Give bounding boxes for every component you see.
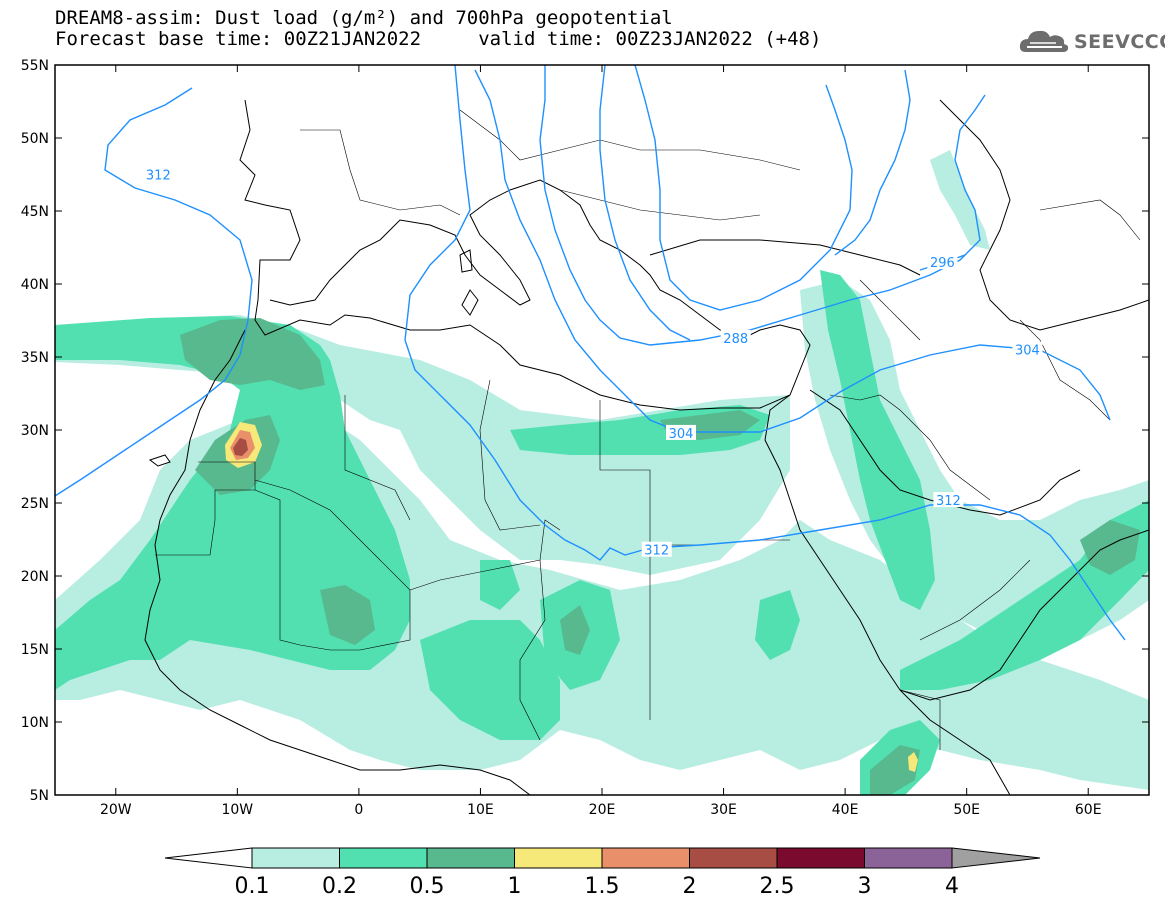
colorbar-under-arrow	[164, 847, 253, 869]
contour-label: 288	[723, 332, 748, 347]
lat-tick-label: 20N	[21, 569, 49, 585]
colorbar-label: 2	[683, 874, 697, 899]
colorbar-label: 0.5	[410, 874, 445, 899]
longitude-axis: 20W 10W 0 10E 20E 30E 40E 50E 60E	[100, 65, 1102, 818]
contour-labels: 312 304 312 312 304 288 296	[143, 166, 1043, 559]
contour-label: 312	[936, 494, 961, 509]
lat-tick-label: 35N	[21, 350, 49, 366]
colorbar-label: 2.5	[760, 874, 795, 899]
lon-tick-label: 60E	[1075, 802, 1102, 818]
lon-tick-label: 20W	[100, 802, 132, 818]
contour-label: 296	[930, 256, 955, 271]
lon-tick-label: 10W	[221, 802, 253, 818]
lon-tick-label: 0	[354, 802, 363, 818]
logo-text: SEEVCCC	[1074, 31, 1165, 53]
contour-label-bg	[641, 541, 672, 557]
seevccc-logo: SEEVCCC	[1018, 26, 1165, 58]
contour-label-bg	[927, 254, 958, 270]
cloud-logo-icon	[1019, 30, 1069, 52]
contour-label: 312	[644, 544, 669, 559]
contour-label: 312	[146, 169, 171, 184]
colorbar-label: 1	[508, 874, 522, 899]
colorbar-bin	[514, 847, 603, 869]
lat-tick-label: 10N	[21, 715, 49, 731]
colorbar-bin	[426, 847, 515, 869]
contour-label-bg	[666, 424, 697, 440]
colorbar-label: 1.5	[585, 874, 620, 899]
colorbar-label: 0.1	[235, 874, 270, 899]
lon-tick-label: 10E	[467, 802, 494, 818]
colorbar-bin	[601, 847, 690, 869]
lat-tick-label: 50N	[21, 131, 49, 147]
lat-tick-label: 45N	[21, 204, 49, 220]
dust-max-brown	[233, 438, 248, 456]
colorbar-label: 4	[945, 874, 959, 899]
forecast-time-subtitle: Forecast base time: 00Z21JAN2022 valid t…	[55, 28, 822, 50]
colorbar: 0.1 0.2 0.5 1 1.5 2 2.5 3 4	[164, 847, 1041, 899]
lat-tick-label: 15N	[21, 642, 49, 658]
geopotential-contours	[55, 65, 1126, 641]
lon-tick-label: 30E	[710, 802, 737, 818]
lon-tick-label: 20E	[589, 802, 616, 818]
colorbar-bin	[689, 847, 778, 869]
lat-tick-label: 5N	[30, 788, 49, 804]
colorbar-bin	[339, 847, 428, 869]
contour-label-bg	[933, 492, 964, 508]
country-borders	[155, 109, 1141, 750]
colorbar-bin	[776, 847, 865, 869]
colorbar-label: 3	[858, 874, 872, 899]
dust-small-yellow	[908, 752, 918, 772]
contour-label-bg	[143, 166, 174, 182]
contour-label-bg	[720, 330, 751, 346]
lat-tick-label: 40N	[21, 277, 49, 293]
contour-label: 304	[1015, 344, 1040, 359]
colorbar-bin	[864, 847, 953, 869]
lon-tick-label: 50E	[953, 802, 980, 818]
contour-label: 304	[669, 427, 694, 442]
dust-shading-medium	[55, 270, 1149, 795]
lat-tick-label: 25N	[21, 496, 49, 512]
colorbar-over-arrow	[951, 847, 1041, 869]
lat-tick-label: 55N	[21, 58, 49, 74]
lon-tick-label: 40E	[832, 802, 859, 818]
colorbar-label: 0.2	[322, 874, 357, 899]
latitude-axis: 55N 50N 45N 40N 35N 30N 25N 20N 15N 10N 5N	[21, 58, 1149, 804]
map-title: DREAM8-assim: Dust load (g/m²) and 700hP…	[55, 7, 673, 29]
contour-label-bg	[1012, 341, 1043, 357]
colorbar-bin	[251, 847, 340, 869]
lat-tick-label: 30N	[21, 423, 49, 439]
